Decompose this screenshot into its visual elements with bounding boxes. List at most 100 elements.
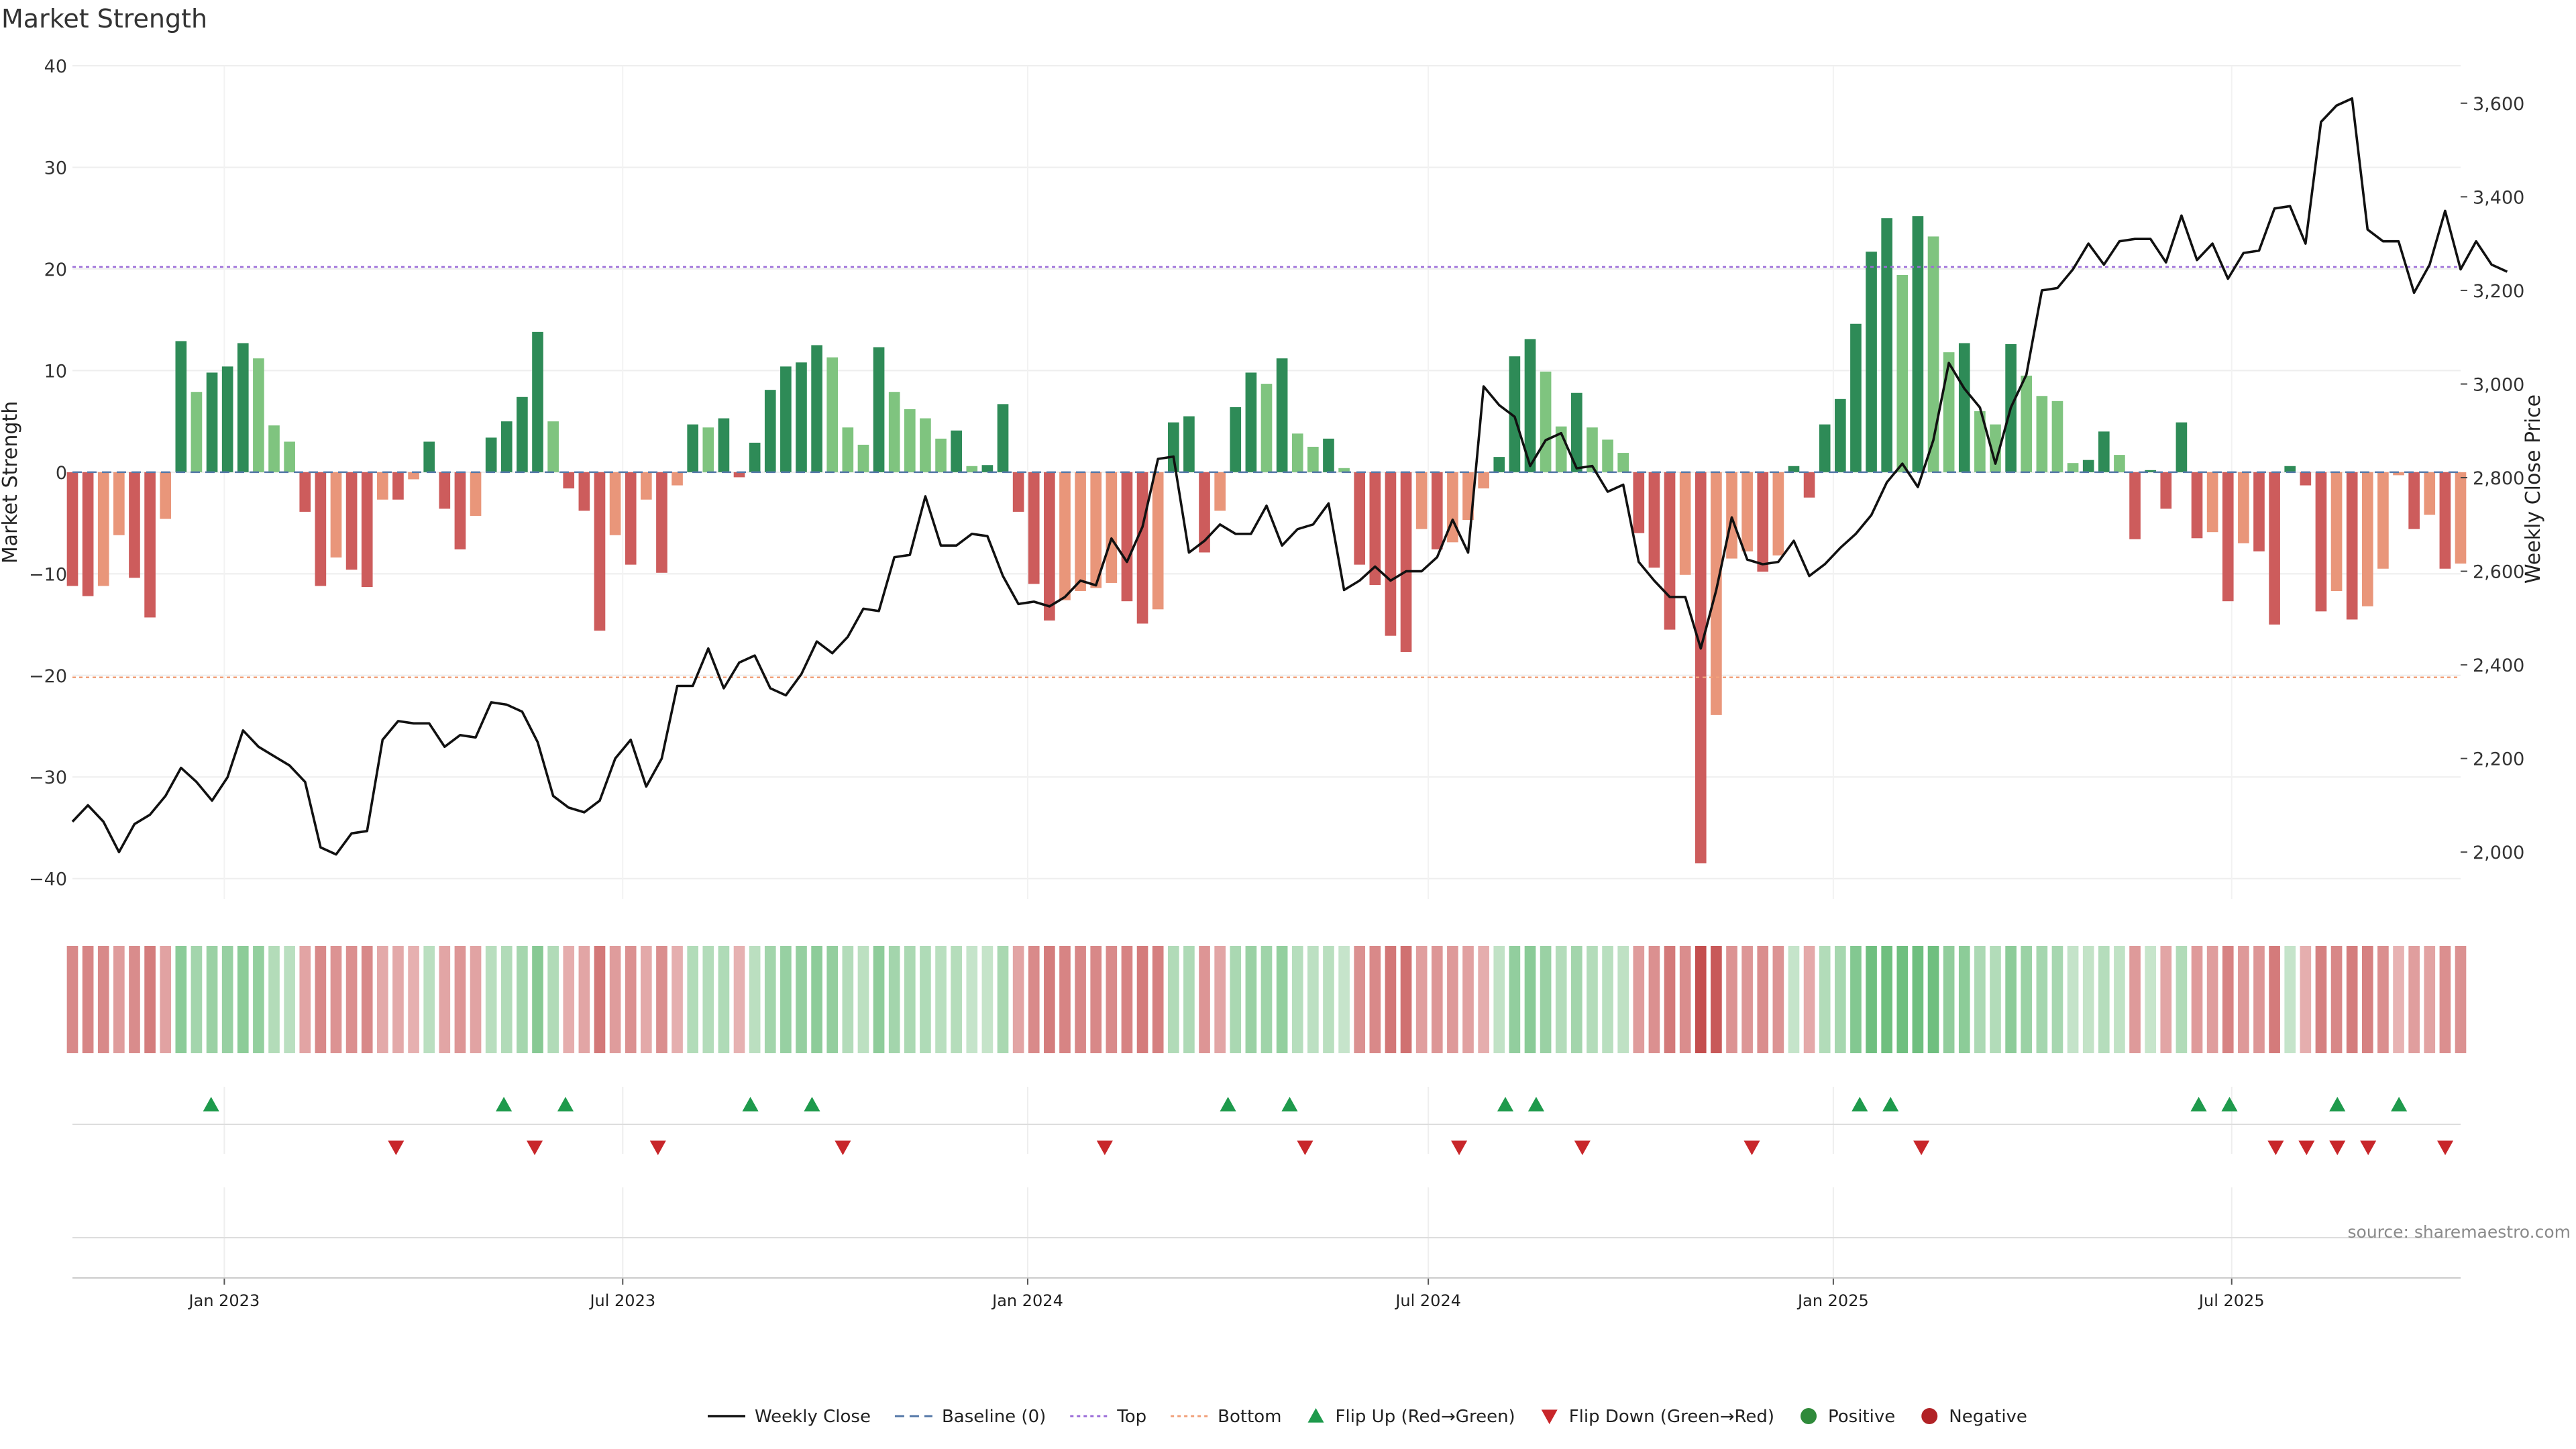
axes: 40 30 20 10 0 −10 −20 −30 −40 2,000 2,200 2,400 2,60… <box>0 56 2545 1310</box>
legend-label: Negative <box>1949 1407 2027 1427</box>
heat-cell <box>1075 946 1086 1053</box>
legend-label: Positive <box>1828 1407 1895 1427</box>
strength-bar <box>2238 472 2249 543</box>
strength-bar <box>1741 472 1753 551</box>
strength-bar <box>66 472 78 586</box>
flip-up-marker <box>1527 1097 1544 1112</box>
heat-cell <box>904 946 916 1053</box>
strength-bar <box>1044 472 1055 621</box>
y-right-tick-label: 3,000 <box>2473 374 2524 395</box>
heat-cell <box>2361 946 2373 1053</box>
y-right-axis-title: Weekly Close Price <box>2522 394 2545 584</box>
heat-cell <box>2067 946 2079 1053</box>
strength-bar <box>2315 472 2327 612</box>
heat-cell <box>1990 946 2001 1053</box>
legend-item: Bottom <box>1171 1407 1282 1427</box>
strength-bar <box>470 472 482 516</box>
heat-cell <box>144 946 156 1053</box>
heat-cell <box>1617 946 1629 1053</box>
strength-bar <box>2176 422 2188 472</box>
strength-bar <box>578 472 590 511</box>
flip-down-marker <box>2267 1140 2284 1155</box>
flip-down-marker <box>649 1140 666 1155</box>
heat-cell <box>733 946 745 1053</box>
strength-bar <box>1974 411 1986 472</box>
strength-bar <box>1291 433 1303 472</box>
heat-cell <box>1354 946 1366 1053</box>
heat-cell <box>470 946 482 1053</box>
heat-cell <box>2238 946 2249 1053</box>
strength-bar <box>361 472 373 588</box>
strength-bar <box>82 472 94 596</box>
heat-cell <box>547 946 559 1053</box>
strength-bar <box>500 421 513 472</box>
heat-cell <box>299 946 311 1053</box>
strength-bar <box>2377 472 2389 569</box>
heat-cell <box>113 946 125 1053</box>
heat-cell <box>1276 946 1288 1053</box>
heat-cell <box>1540 946 1552 1053</box>
heat-cell <box>1679 946 1691 1053</box>
strength-bar <box>1245 372 1257 472</box>
heat-cell <box>1291 946 1303 1053</box>
strength-bar <box>1369 472 1381 585</box>
strength-bar <box>175 341 187 472</box>
flip-up-marker <box>804 1097 820 1112</box>
heat-cell <box>2393 946 2404 1053</box>
flip-up-marker <box>2221 1097 2238 1112</box>
strength-bar <box>454 472 466 549</box>
y-right-tick-label: 2,600 <box>2473 562 2524 583</box>
strength-bar <box>1633 472 1645 533</box>
heat-cell <box>2191 946 2203 1053</box>
strength-bar <box>345 472 358 570</box>
strength-bar <box>873 347 885 472</box>
heat-cell <box>1757 946 1769 1053</box>
heat-cell <box>2206 946 2218 1053</box>
heat-cell <box>2455 946 2467 1053</box>
strength-bar <box>1106 472 1118 583</box>
strength-bar <box>625 472 637 565</box>
strength-bar <box>1524 339 1536 472</box>
strength-bar <box>2253 472 2265 551</box>
strength-bar <box>796 362 807 472</box>
strength-bar <box>2160 472 2172 509</box>
heat-cell <box>2377 946 2389 1053</box>
heat-cell <box>2114 946 2125 1053</box>
heat-cell <box>981 946 994 1053</box>
heat-cell <box>1741 946 1753 1053</box>
x-tick-label: Jul 2024 <box>1394 1291 1461 1310</box>
strength-bar <box>2346 472 2358 620</box>
strength-bar <box>780 366 792 472</box>
heat-cell <box>1509 946 1521 1053</box>
y-left-tick-label: −40 <box>29 869 67 890</box>
y-left-tick-label: −10 <box>29 564 67 585</box>
heat-cell <box>1927 946 1939 1053</box>
heat-cell <box>82 946 94 1053</box>
strength-bar <box>237 343 249 472</box>
heat-cell <box>1943 946 1955 1053</box>
heat-cell <box>253 946 264 1053</box>
strength-bar <box>1462 472 1474 521</box>
strength-bar <box>594 472 606 631</box>
legend-item: Flip Up (Red→Green) <box>1307 1407 1515 1427</box>
heat-cell <box>1772 946 1784 1053</box>
heat-cell <box>1587 946 1598 1053</box>
heat-cell <box>1183 946 1195 1053</box>
strength-bar <box>1415 472 1428 529</box>
heat-cell <box>1462 946 1474 1053</box>
heat-cell <box>842 946 854 1053</box>
strength-bar <box>1819 424 1831 472</box>
heat-cell <box>175 946 187 1053</box>
heat-cell <box>1199 946 1210 1053</box>
heat-cell <box>966 946 978 1053</box>
heat-cell <box>361 946 373 1053</box>
heat-cell <box>749 946 761 1053</box>
heat-cell <box>206 946 218 1053</box>
heat-cell <box>1385 946 1397 1053</box>
strength-bar <box>2455 472 2467 564</box>
heat-cell <box>1260 946 1273 1053</box>
strength-bar <box>1850 323 1862 472</box>
heat-cell <box>594 946 606 1053</box>
heat-cell <box>1136 946 1148 1053</box>
strength-bar <box>299 472 311 512</box>
